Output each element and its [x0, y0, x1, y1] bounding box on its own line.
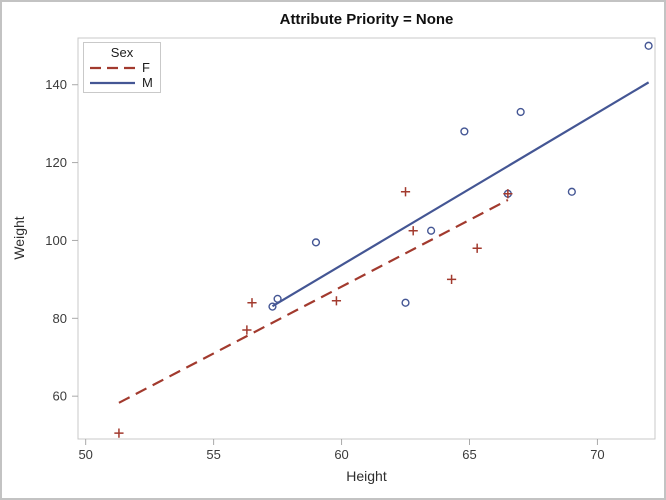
circle-marker: [273, 294, 282, 303]
series-m-markers: [268, 41, 653, 311]
fit-line-m: [271, 81, 650, 308]
legend-dashed-line-icon: [90, 66, 135, 69]
chart-title: Attribute Priority = None: [279, 11, 454, 28]
circle-marker: [644, 41, 653, 50]
legend-entry-f: F: [84, 60, 160, 75]
y-tick-label: 60: [53, 389, 67, 404]
legend-label-m: M: [142, 75, 153, 90]
fit-line-f: [118, 198, 509, 404]
x-tick-label: 70: [590, 447, 604, 462]
plus-marker: [114, 428, 124, 438]
plus-marker: [331, 296, 342, 306]
circle-marker: [460, 127, 469, 136]
plot-wall: [77, 37, 656, 440]
circle-marker: [311, 238, 321, 247]
plus-marker: [242, 325, 252, 335]
y-tick-label: 80: [53, 311, 67, 326]
legend-title: Sex: [110, 45, 134, 60]
y-axis-label: Weight: [11, 216, 27, 260]
x-axis-label: Height: [346, 468, 387, 484]
circle-marker: [268, 302, 277, 311]
series-f-markers: [114, 187, 513, 438]
x-tick-label: 55: [206, 447, 220, 462]
plus-marker: [408, 226, 418, 236]
legend-label-f: F: [142, 60, 150, 75]
plus-marker: [247, 298, 257, 308]
plus-marker: [472, 243, 482, 253]
y-tick-label: 120: [45, 155, 67, 170]
plus-marker: [400, 187, 411, 197]
circle-marker: [567, 187, 576, 196]
x-tick-label: 65: [462, 447, 476, 462]
circle-marker: [401, 298, 410, 307]
legend-solid-line-icon: [90, 81, 135, 84]
legend: Sex F M: [83, 42, 161, 93]
plus-marker: [503, 189, 513, 199]
circle-marker: [427, 226, 436, 235]
x-tick-label: 50: [78, 447, 92, 462]
y-tick-label: 140: [45, 77, 67, 92]
x-tick-label: 60: [334, 447, 348, 462]
plus-marker: [446, 274, 457, 284]
legend-entry-m: M: [84, 75, 160, 90]
y-tick-label: 100: [45, 233, 67, 248]
circle-marker: [516, 107, 525, 117]
